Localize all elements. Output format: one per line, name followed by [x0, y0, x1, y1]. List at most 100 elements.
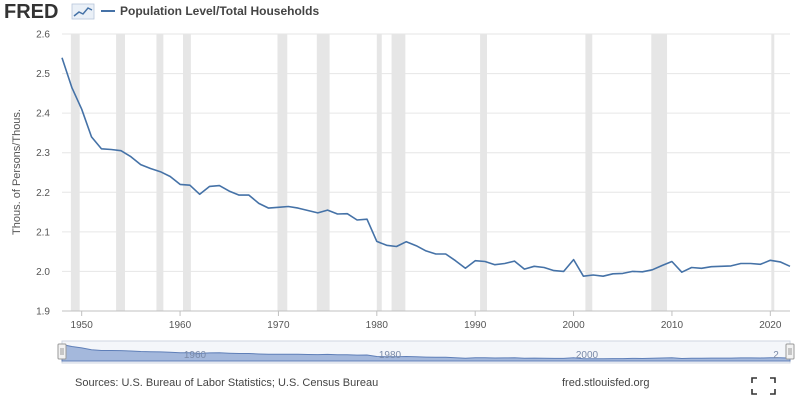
series-layer	[61, 57, 791, 278]
data-point[interactable]	[484, 260, 486, 262]
data-point[interactable]	[789, 265, 791, 267]
data-point[interactable]	[543, 266, 545, 268]
data-point[interactable]	[612, 273, 614, 275]
data-point[interactable]	[159, 171, 161, 173]
data-point[interactable]	[228, 190, 230, 192]
data-point[interactable]	[326, 209, 328, 211]
data-point[interactable]	[189, 184, 191, 186]
data-point[interactable]	[277, 206, 279, 208]
data-point[interactable]	[730, 265, 732, 267]
data-point[interactable]	[494, 264, 496, 266]
data-point[interactable]	[395, 245, 397, 247]
recession-band	[183, 34, 191, 311]
x-tick-label: 2020	[759, 320, 782, 331]
navigator-left-handle[interactable]	[57, 343, 67, 360]
range-navigator[interactable]: 1960 1980 2000 2	[57, 340, 795, 364]
data-point[interactable]	[454, 260, 456, 262]
data-point[interactable]	[287, 205, 289, 207]
data-point[interactable]	[100, 148, 102, 150]
data-point[interactable]	[641, 271, 643, 273]
data-point[interactable]	[385, 244, 387, 246]
data-point[interactable]	[671, 260, 673, 262]
data-point[interactable]	[149, 167, 151, 169]
data-point[interactable]	[553, 269, 555, 271]
data-point[interactable]	[90, 136, 92, 138]
data-point[interactable]	[208, 185, 210, 187]
recession-band	[585, 34, 593, 311]
data-point[interactable]	[563, 270, 565, 272]
recession-band	[116, 34, 125, 311]
data-point[interactable]	[592, 274, 594, 276]
data-point[interactable]	[523, 268, 525, 270]
fullscreen-icon[interactable]	[751, 377, 776, 395]
footer-site-link[interactable]: fred.stlouisfed.org	[562, 377, 649, 389]
data-point[interactable]	[681, 271, 683, 273]
data-point[interactable]	[80, 108, 82, 110]
data-point[interactable]	[297, 207, 299, 209]
data-point[interactable]	[661, 264, 663, 266]
data-point[interactable]	[513, 260, 515, 262]
data-point[interactable]	[336, 213, 338, 215]
data-point[interactable]	[307, 209, 309, 211]
data-point[interactable]	[474, 260, 476, 262]
data-point[interactable]	[169, 175, 171, 177]
data-point[interactable]	[405, 241, 407, 243]
data-point[interactable]	[61, 57, 63, 59]
data-point[interactable]	[346, 212, 348, 214]
data-point[interactable]	[749, 262, 751, 264]
data-point[interactable]	[179, 183, 181, 185]
y-tick-label: 2.0	[36, 267, 50, 278]
fred-logo[interactable]: FRED	[4, 1, 95, 23]
data-point[interactable]	[71, 86, 73, 88]
data-point[interactable]	[464, 267, 466, 269]
data-point[interactable]	[631, 270, 633, 272]
data-point[interactable]	[366, 218, 368, 220]
data-point[interactable]	[199, 193, 201, 195]
data-point[interactable]	[130, 155, 132, 157]
data-point[interactable]	[779, 261, 781, 263]
data-point[interactable]	[258, 202, 260, 204]
data-point[interactable]	[356, 219, 358, 221]
data-point[interactable]	[140, 163, 142, 165]
navigator-right-handle[interactable]	[785, 343, 795, 360]
data-point[interactable]	[533, 265, 535, 267]
recession-band	[70, 34, 80, 311]
x-tick-label: 1960	[169, 320, 192, 331]
data-point[interactable]	[415, 245, 417, 247]
data-point[interactable]	[317, 212, 319, 214]
data-point[interactable]	[218, 184, 220, 186]
data-point[interactable]	[700, 267, 702, 269]
data-point[interactable]	[504, 262, 506, 264]
x-tick-label: 1980	[366, 320, 389, 331]
x-axis-ticks: 1950 1960 1970 1980 1990 2000 2010 2020	[62, 310, 790, 331]
data-point[interactable]	[444, 253, 446, 255]
data-point[interactable]	[435, 253, 437, 255]
data-point[interactable]	[602, 275, 604, 277]
data-point[interactable]	[248, 194, 250, 196]
data-point[interactable]	[769, 259, 771, 261]
recession-band	[480, 34, 487, 311]
data-point[interactable]	[651, 269, 653, 271]
legend: Population Level/Total Households	[101, 4, 319, 18]
y-tick-label: 2.4	[36, 109, 50, 120]
data-point[interactable]	[740, 262, 742, 264]
data-point[interactable]	[710, 265, 712, 267]
fred-logo-graph-icon	[71, 3, 95, 20]
data-point[interactable]	[582, 275, 584, 277]
recession-band	[156, 34, 164, 311]
y-tick-label: 2.1	[36, 227, 50, 238]
data-point[interactable]	[759, 263, 761, 265]
data-point[interactable]	[267, 207, 269, 209]
data-point[interactable]	[622, 272, 624, 274]
data-point[interactable]	[120, 150, 122, 152]
data-point[interactable]	[238, 194, 240, 196]
y-tick-label: 1.9	[36, 307, 50, 318]
data-point[interactable]	[720, 265, 722, 267]
data-point[interactable]	[110, 148, 112, 150]
navigator-area	[61, 343, 791, 362]
data-point[interactable]	[376, 240, 378, 242]
data-point[interactable]	[425, 250, 427, 252]
series-line[interactable]	[61, 57, 791, 278]
data-point[interactable]	[572, 258, 574, 260]
data-point[interactable]	[690, 266, 692, 268]
